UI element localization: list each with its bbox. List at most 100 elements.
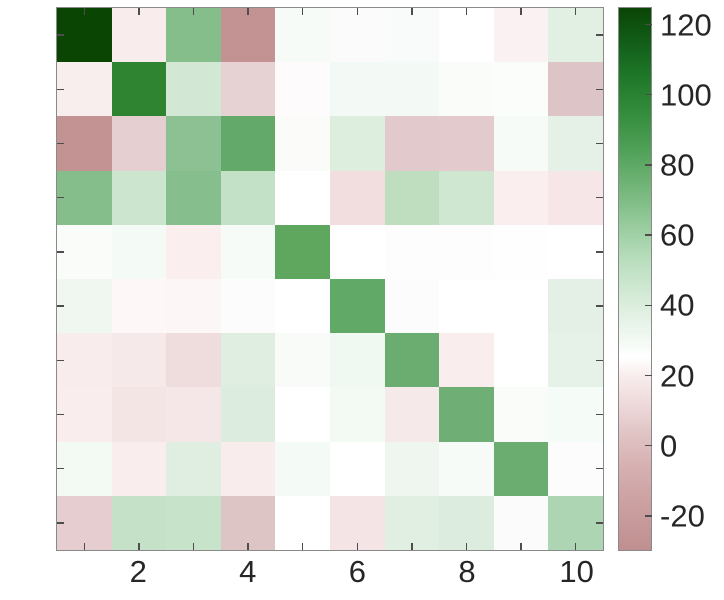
y-tick-mark-right	[596, 142, 603, 145]
heatmap-cell	[111, 62, 167, 117]
heatmap-cell	[275, 224, 330, 279]
heatmap-cell	[439, 279, 494, 334]
heatmap-cell	[220, 170, 276, 225]
heatmap-cell	[548, 333, 603, 388]
y-tick-mark	[57, 305, 64, 307]
colorbar-tick-label: 80	[660, 147, 695, 183]
y-tick-mark	[57, 467, 64, 470]
colorbar-tick-label: 60	[660, 217, 695, 253]
x-tick-mark-top	[356, 8, 359, 15]
heatmap-cell	[57, 441, 112, 496]
heatmap-cell	[439, 495, 494, 550]
heatmap-cell	[111, 170, 167, 225]
heatmap-axes	[56, 7, 604, 551]
x-tick-mark	[520, 543, 522, 550]
heatmap-cell	[548, 170, 603, 225]
heatmap-cell	[275, 279, 330, 334]
heatmap-cell	[275, 8, 330, 63]
x-tick-mark	[356, 543, 359, 550]
x-tick-label: 4	[239, 554, 257, 589]
x-tick-mark-top	[247, 8, 249, 15]
x-tick-mark-top	[192, 8, 195, 15]
x-tick-mark-top	[83, 8, 86, 15]
heatmap-cell	[275, 495, 330, 550]
heatmap-cell	[166, 387, 221, 442]
x-tick-label: 8	[458, 554, 476, 589]
heatmap-cell	[329, 62, 385, 117]
y-tick-mark-right	[596, 413, 603, 416]
heatmap-cell	[493, 279, 549, 334]
x-tick-label: 10	[559, 554, 594, 589]
y-tick-mark	[57, 88, 64, 91]
heatmap-cell	[548, 62, 603, 117]
heatmap-cell	[439, 441, 494, 496]
x-tick-mark-top	[520, 8, 522, 15]
heatmap-cell	[275, 441, 330, 496]
heatmap-cell	[57, 170, 112, 225]
heatmap-cell	[57, 387, 112, 442]
x-tick-label: 2	[129, 554, 147, 589]
y-tick-mark-right	[596, 34, 603, 36]
heatmap-cell	[275, 116, 330, 171]
y-tick-mark	[57, 413, 64, 416]
heatmap-cell	[111, 387, 167, 442]
heatmap-cell	[493, 170, 549, 225]
heatmap-cell	[111, 116, 167, 171]
heatmap-cell	[220, 333, 276, 388]
heatmap-cell	[57, 8, 112, 63]
heatmap-cell	[384, 116, 440, 171]
colorbar-tick-label: 120	[660, 7, 712, 43]
heatmap-cell	[220, 387, 276, 442]
heatmap-cell	[166, 279, 221, 334]
heatmap-cell	[57, 62, 112, 117]
heatmap-cell	[548, 441, 603, 496]
heatmap-cell	[548, 279, 603, 334]
heatmap-cell	[111, 495, 167, 550]
heatmap-cell	[220, 279, 276, 334]
colorbar-tick-label: 40	[660, 287, 695, 323]
heatmap-cell	[439, 224, 494, 279]
colorbar	[618, 7, 652, 551]
heatmap-cell	[275, 170, 330, 225]
colorbar-tick-mark	[645, 164, 652, 166]
x-tick-mark	[411, 543, 413, 550]
heatmap-cell	[275, 62, 330, 117]
colorbar-frame	[618, 7, 652, 551]
colorbar-tick-label: -20	[660, 498, 705, 534]
heatmap-cell	[493, 441, 549, 496]
heatmap-cell	[57, 279, 112, 334]
heatmap-cell	[384, 495, 440, 550]
heatmap-cell	[111, 441, 167, 496]
colorbar-gradient	[619, 8, 651, 550]
heatmap-cell	[384, 62, 440, 117]
y-tick-mark	[57, 359, 64, 362]
heatmap-cell	[548, 224, 603, 279]
heatmap-cell	[275, 387, 330, 442]
x-tick-mark	[301, 543, 304, 550]
colorbar-tick-mark	[645, 234, 652, 236]
heatmap-cell	[111, 333, 167, 388]
x-tick-mark-top	[465, 8, 468, 15]
x-tick-label: 6	[348, 554, 367, 589]
y-tick-mark-right	[596, 251, 603, 253]
heatmap-cell	[439, 62, 494, 117]
y-tick-mark-right	[596, 88, 603, 91]
heatmap-cell	[384, 387, 440, 442]
heatmap-cell	[493, 224, 549, 279]
heatmap-cell	[439, 387, 494, 442]
heatmap-cell	[166, 170, 221, 225]
heatmap-cell	[166, 333, 221, 388]
heatmap-cell	[329, 224, 385, 279]
heatmap-cell	[548, 387, 603, 442]
x-tick-mark-top	[301, 8, 304, 15]
heatmap-cell	[329, 333, 385, 388]
heatmap-cell	[493, 495, 549, 550]
heatmap-cell	[384, 170, 440, 225]
y-tick-mark-right	[596, 359, 603, 362]
heatmap-cell	[166, 495, 221, 550]
heatmap-cell	[275, 333, 330, 388]
heatmap-cell	[329, 387, 385, 442]
x-tick-mark	[192, 543, 195, 550]
heatmap-cell	[57, 495, 112, 550]
